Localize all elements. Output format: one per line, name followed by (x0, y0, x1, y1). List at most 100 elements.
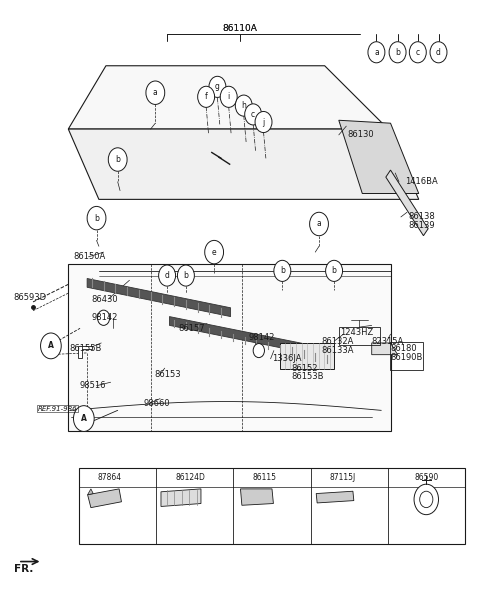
Bar (390, 343, 423, 371)
Text: 1416BA: 1416BA (405, 177, 437, 187)
Text: 98660: 98660 (144, 399, 170, 408)
Polygon shape (316, 491, 354, 503)
Polygon shape (87, 489, 93, 495)
Circle shape (430, 42, 447, 63)
Circle shape (158, 265, 176, 286)
Text: 86139: 86139 (408, 221, 435, 230)
Circle shape (420, 491, 433, 508)
Text: 86138: 86138 (408, 212, 435, 221)
Text: 86110A: 86110A (223, 24, 257, 33)
Text: d: d (319, 475, 323, 480)
Text: b: b (280, 266, 285, 275)
Polygon shape (161, 489, 201, 507)
Polygon shape (68, 66, 388, 129)
Text: h: h (241, 101, 246, 110)
Polygon shape (68, 264, 391, 431)
Text: 82315A: 82315A (372, 337, 404, 346)
Circle shape (253, 343, 264, 358)
Text: A: A (81, 414, 87, 423)
Polygon shape (87, 489, 121, 508)
Text: b: b (165, 475, 168, 480)
Text: 86152: 86152 (292, 364, 318, 373)
Text: 86180: 86180 (391, 344, 417, 353)
Text: g: g (215, 83, 220, 91)
Text: 86133A: 86133A (321, 346, 353, 355)
Text: j: j (263, 118, 264, 127)
Text: 86430: 86430 (92, 294, 119, 304)
Circle shape (161, 470, 172, 484)
Text: a: a (153, 89, 158, 97)
Text: d: d (436, 48, 441, 57)
Circle shape (146, 81, 165, 105)
Circle shape (368, 42, 385, 63)
Circle shape (108, 148, 127, 171)
Text: b: b (332, 266, 336, 275)
Text: 86155B: 86155B (70, 344, 102, 353)
Text: c: c (242, 475, 245, 480)
Bar (339, 327, 380, 344)
Text: 86110A: 86110A (223, 24, 257, 33)
Text: c: c (251, 110, 255, 119)
Text: a: a (374, 48, 379, 57)
Text: b: b (395, 48, 400, 57)
Circle shape (389, 42, 406, 63)
Text: 86590: 86590 (414, 472, 438, 481)
Text: 86153B: 86153B (292, 373, 324, 382)
Circle shape (325, 260, 343, 282)
Text: 1336JA: 1336JA (272, 354, 301, 363)
Text: 86190B: 86190B (391, 353, 423, 362)
Polygon shape (339, 120, 419, 194)
Polygon shape (87, 279, 230, 316)
Text: c: c (416, 48, 420, 57)
Circle shape (73, 405, 94, 431)
Polygon shape (78, 346, 92, 358)
Circle shape (198, 86, 215, 108)
Text: 86130: 86130 (347, 130, 374, 139)
Circle shape (274, 260, 291, 282)
Circle shape (87, 206, 106, 230)
Text: e: e (212, 248, 216, 257)
Text: 86124D: 86124D (175, 472, 205, 481)
Polygon shape (386, 170, 428, 236)
Polygon shape (169, 316, 329, 358)
Polygon shape (280, 343, 334, 370)
Text: 98142: 98142 (92, 313, 118, 322)
Text: f: f (205, 92, 207, 101)
Circle shape (310, 212, 328, 236)
Text: 98516: 98516 (79, 382, 106, 390)
Polygon shape (68, 129, 419, 199)
Polygon shape (372, 343, 397, 355)
Text: b: b (183, 271, 188, 280)
Circle shape (220, 86, 237, 108)
Circle shape (414, 484, 439, 515)
Text: b: b (115, 155, 120, 164)
Text: 86593D: 86593D (13, 294, 47, 303)
Text: 86115: 86115 (252, 472, 276, 481)
Circle shape (315, 470, 326, 484)
Circle shape (245, 104, 262, 125)
Polygon shape (240, 489, 274, 505)
Text: 86157: 86157 (178, 324, 204, 333)
Text: 98142: 98142 (249, 332, 275, 341)
Text: 87115J: 87115J (329, 472, 356, 481)
Circle shape (409, 42, 426, 63)
Text: 1243HZ: 1243HZ (340, 328, 373, 337)
Bar (79, 468, 465, 544)
Circle shape (235, 95, 252, 116)
Text: b: b (94, 213, 99, 222)
Text: 86153: 86153 (155, 370, 181, 379)
Circle shape (84, 470, 95, 484)
Text: a: a (87, 475, 91, 480)
Text: REF.91-986: REF.91-986 (38, 405, 77, 411)
Text: 86150A: 86150A (73, 252, 105, 261)
Text: i: i (228, 92, 230, 101)
Circle shape (178, 265, 194, 286)
Text: a: a (317, 219, 322, 228)
Circle shape (205, 240, 224, 264)
Circle shape (209, 77, 226, 97)
Text: FR.: FR. (14, 563, 34, 573)
Circle shape (97, 310, 110, 325)
Text: A: A (48, 341, 54, 350)
Text: d: d (165, 271, 169, 280)
Circle shape (255, 111, 272, 133)
